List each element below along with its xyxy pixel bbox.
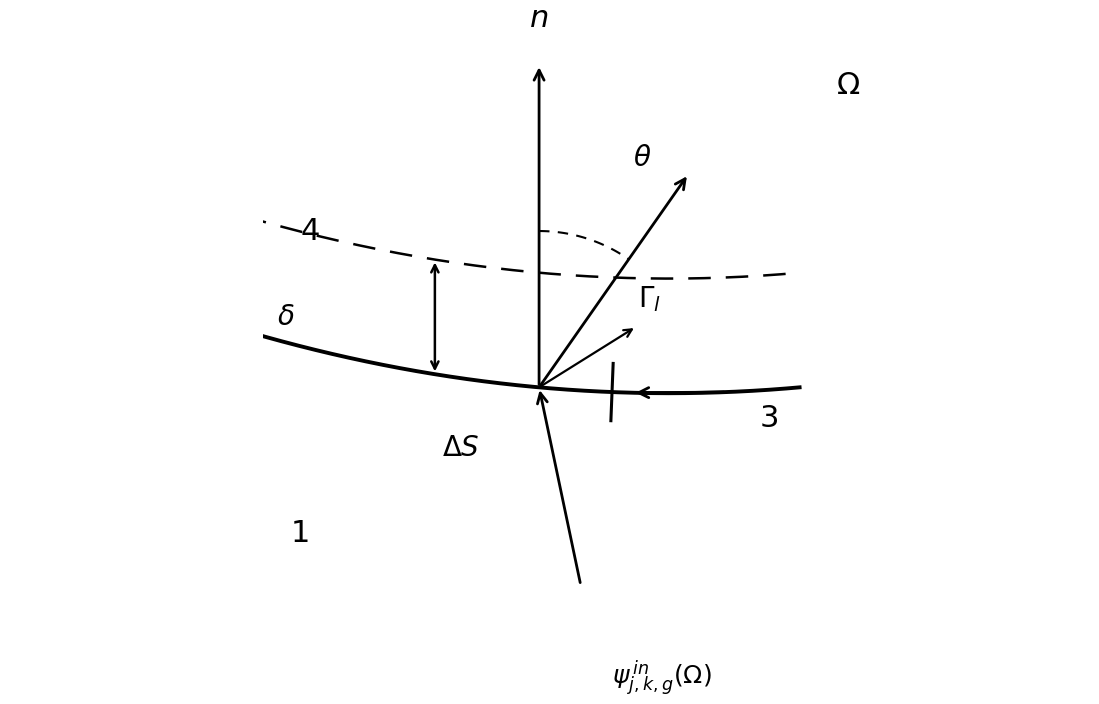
Text: $\theta$: $\theta$ bbox=[633, 144, 652, 172]
Text: $\delta$: $\delta$ bbox=[277, 303, 295, 331]
Text: $3$: $3$ bbox=[758, 404, 778, 433]
Text: $\psi^{\,in}_{j,k,g}(\Omega)$: $\psi^{\,in}_{j,k,g}(\Omega)$ bbox=[612, 658, 712, 698]
Text: $\Delta S$: $\Delta S$ bbox=[442, 434, 480, 463]
Text: $\mathit{\Gamma}_l$: $\mathit{\Gamma}_l$ bbox=[639, 284, 662, 314]
Text: $\Omega$: $\Omega$ bbox=[836, 70, 861, 100]
Text: $n$: $n$ bbox=[530, 4, 548, 33]
Text: $4$: $4$ bbox=[300, 217, 320, 246]
Text: $1$: $1$ bbox=[290, 519, 309, 548]
